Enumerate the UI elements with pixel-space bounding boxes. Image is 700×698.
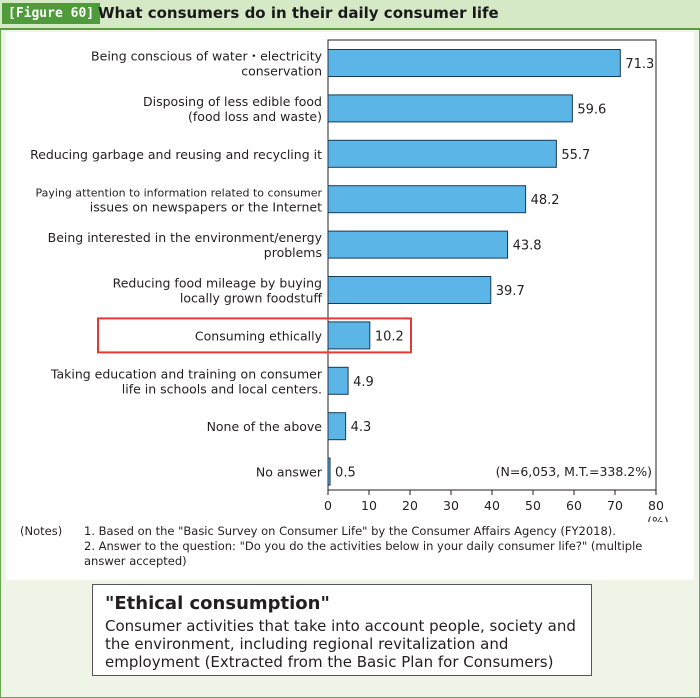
bar-6 bbox=[327, 276, 492, 304]
bar-3 bbox=[327, 139, 557, 168]
x-tick-label-30: 30 bbox=[443, 498, 459, 513]
category-label-8-line-1: Taking education and training on consume… bbox=[50, 366, 323, 381]
bar-1 bbox=[327, 49, 621, 77]
bar-5 bbox=[327, 230, 509, 259]
figure-title: What consumers do in their daily consume… bbox=[98, 4, 499, 22]
x-tick-label-60: 60 bbox=[566, 498, 582, 513]
value-label-8: 4.9 bbox=[353, 375, 374, 390]
category-label-5-line-2: problems bbox=[264, 245, 322, 260]
value-label-4: 48.2 bbox=[531, 193, 560, 208]
bar-7 bbox=[327, 321, 371, 350]
category-label-7-line-1: Consuming ethically bbox=[195, 328, 323, 343]
value-label-9: 4.3 bbox=[351, 420, 372, 435]
highlight-box bbox=[97, 317, 412, 354]
bar-4 bbox=[327, 185, 527, 214]
category-label-6-line-1: Reducing food mileage by buying bbox=[113, 276, 322, 291]
bar-9 bbox=[327, 412, 347, 441]
value-label-10: 0.5 bbox=[335, 466, 356, 481]
value-label-3: 55.7 bbox=[561, 148, 590, 163]
value-label-5: 43.8 bbox=[513, 239, 542, 254]
category-label-9-line-1: None of the above bbox=[207, 419, 323, 434]
bar-10 bbox=[327, 457, 331, 486]
category-label-2-line-1: Disposing of less edible food bbox=[143, 94, 322, 109]
category-label-1-line-2: conservation bbox=[241, 64, 322, 79]
category-label-4-line-1: Paying attention to information related … bbox=[36, 187, 323, 200]
figure-label: [Figure 60] bbox=[2, 3, 101, 24]
category-label-2-line-2: (food loss and waste) bbox=[188, 109, 322, 124]
category-label-4-line-2: issues on newspapers or the Internet bbox=[90, 200, 322, 215]
notes-prefix: (Notes) bbox=[20, 524, 63, 538]
category-label-5-line-1: Being interested in the environment/ener… bbox=[48, 230, 323, 245]
bar-chart: 71.3 Being conscious of water・electricity… bbox=[30, 39, 669, 522]
x-tick-label-10: 10 bbox=[361, 498, 377, 513]
chart-panel: 71.3 Being conscious of water・electricity… bbox=[6, 32, 694, 580]
x-tick-label-70: 70 bbox=[607, 498, 623, 513]
x-tick-label-80: 80 bbox=[648, 498, 664, 513]
bar-2 bbox=[327, 94, 573, 123]
chart-annotation: (N=6,053, M.T.=338.2%) bbox=[496, 464, 652, 479]
value-label-1: 71.3 bbox=[625, 57, 654, 72]
category-label-1-line-1: Being conscious of water・electricity bbox=[91, 49, 323, 64]
x-tick-label-20: 20 bbox=[402, 498, 418, 513]
figure-header: [Figure 60] What consumers do in their d… bbox=[0, 0, 700, 30]
bar-8 bbox=[327, 366, 349, 395]
definition-title: "Ethical consumption" bbox=[105, 593, 330, 614]
note-item-1: 1. Based on the "Basic Survey on Consume… bbox=[84, 524, 616, 538]
category-label-8-line-2: life in schools and local centers. bbox=[122, 381, 322, 396]
notes: (Notes) 1. Based on the "Basic Survey on… bbox=[20, 524, 664, 569]
value-label-2: 59.6 bbox=[577, 102, 606, 117]
x-axis-label: (%) bbox=[647, 514, 669, 522]
category-label-10-line-1: No answer bbox=[256, 465, 323, 480]
x-tick-label-40: 40 bbox=[484, 498, 500, 513]
category-label-3-line-1: Reducing garbage and reusing and recycli… bbox=[30, 147, 322, 162]
note-item-2: 2. Answer to the question: "Do you do th… bbox=[84, 539, 643, 568]
value-label-7: 10.2 bbox=[375, 329, 404, 344]
definition-text: Consumer activities that take into accou… bbox=[105, 617, 576, 671]
value-label-6: 39.7 bbox=[496, 284, 525, 299]
category-label-6-line-2: locally grown foodstuff bbox=[180, 291, 323, 306]
x-tick-label-50: 50 bbox=[525, 498, 541, 513]
x-tick-label-0: 0 bbox=[324, 498, 332, 513]
definition-box: "Ethical consumption" Consumer activitie… bbox=[92, 584, 592, 676]
